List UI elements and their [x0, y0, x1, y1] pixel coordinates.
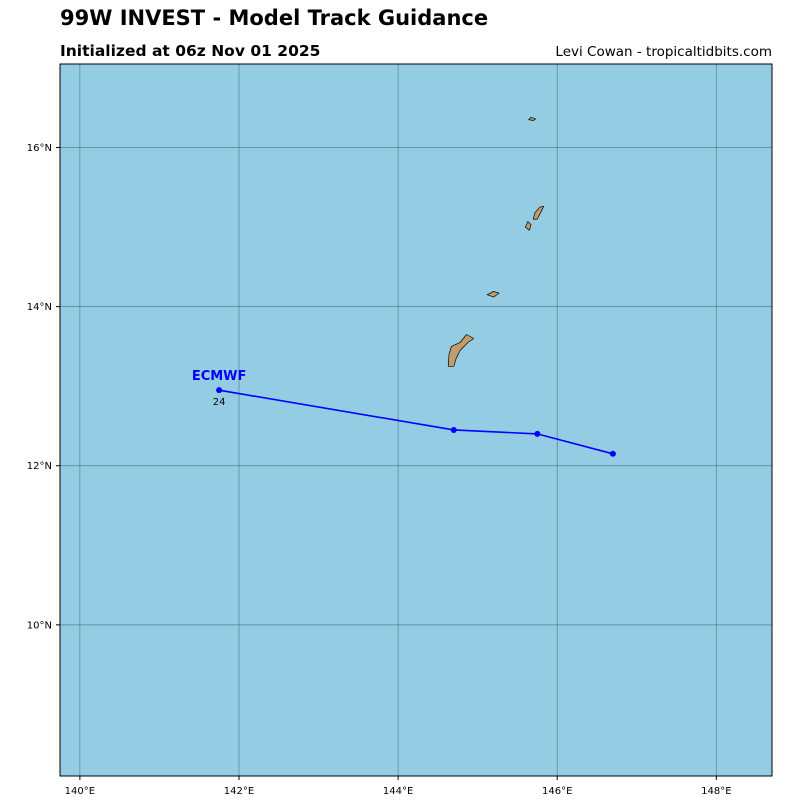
map-title: 99W INVEST - Model Track Guidance [60, 6, 489, 30]
island-anatahan [528, 116, 537, 121]
y-tick-label: 12°N [27, 461, 52, 472]
track-point [609, 450, 616, 457]
map-frame [59, 63, 773, 777]
x-tick-label: 140°E [65, 786, 95, 797]
x-tick-label: 142°E [224, 786, 254, 797]
x-tick-label: 148°E [701, 786, 731, 797]
track-line-ecmwf [218, 389, 614, 455]
y-tick-label: 16°N [27, 143, 52, 154]
author-credit: Levi Cowan - tropicaltidbits.com [555, 44, 772, 60]
track-point [534, 430, 541, 437]
y-tick-label: 14°N [27, 302, 52, 313]
track-point [450, 426, 457, 433]
island-tinian [525, 221, 532, 231]
y-tick-label: 10°N [27, 620, 52, 631]
ocean-background [60, 64, 772, 776]
island-saipan [532, 206, 545, 220]
island-guam [447, 334, 475, 367]
model-label: ECMWF [192, 369, 247, 384]
land-features [447, 116, 545, 367]
axis-ticks: 140°E 142°E 144°E 146°E 148°E 10°N 12°N 14°N 16°… [27, 143, 732, 797]
track-point [216, 387, 223, 394]
init-time: Initialized at 06z Nov 01 2025 [60, 42, 321, 60]
model-tracks: 24 ECMWF [192, 369, 616, 457]
island-rota [486, 291, 500, 298]
grid-lines [60, 64, 772, 776]
x-tick-label: 144°E [383, 786, 413, 797]
forecast-hour-label: 24 [213, 397, 226, 408]
x-tick-label: 146°E [542, 786, 572, 797]
